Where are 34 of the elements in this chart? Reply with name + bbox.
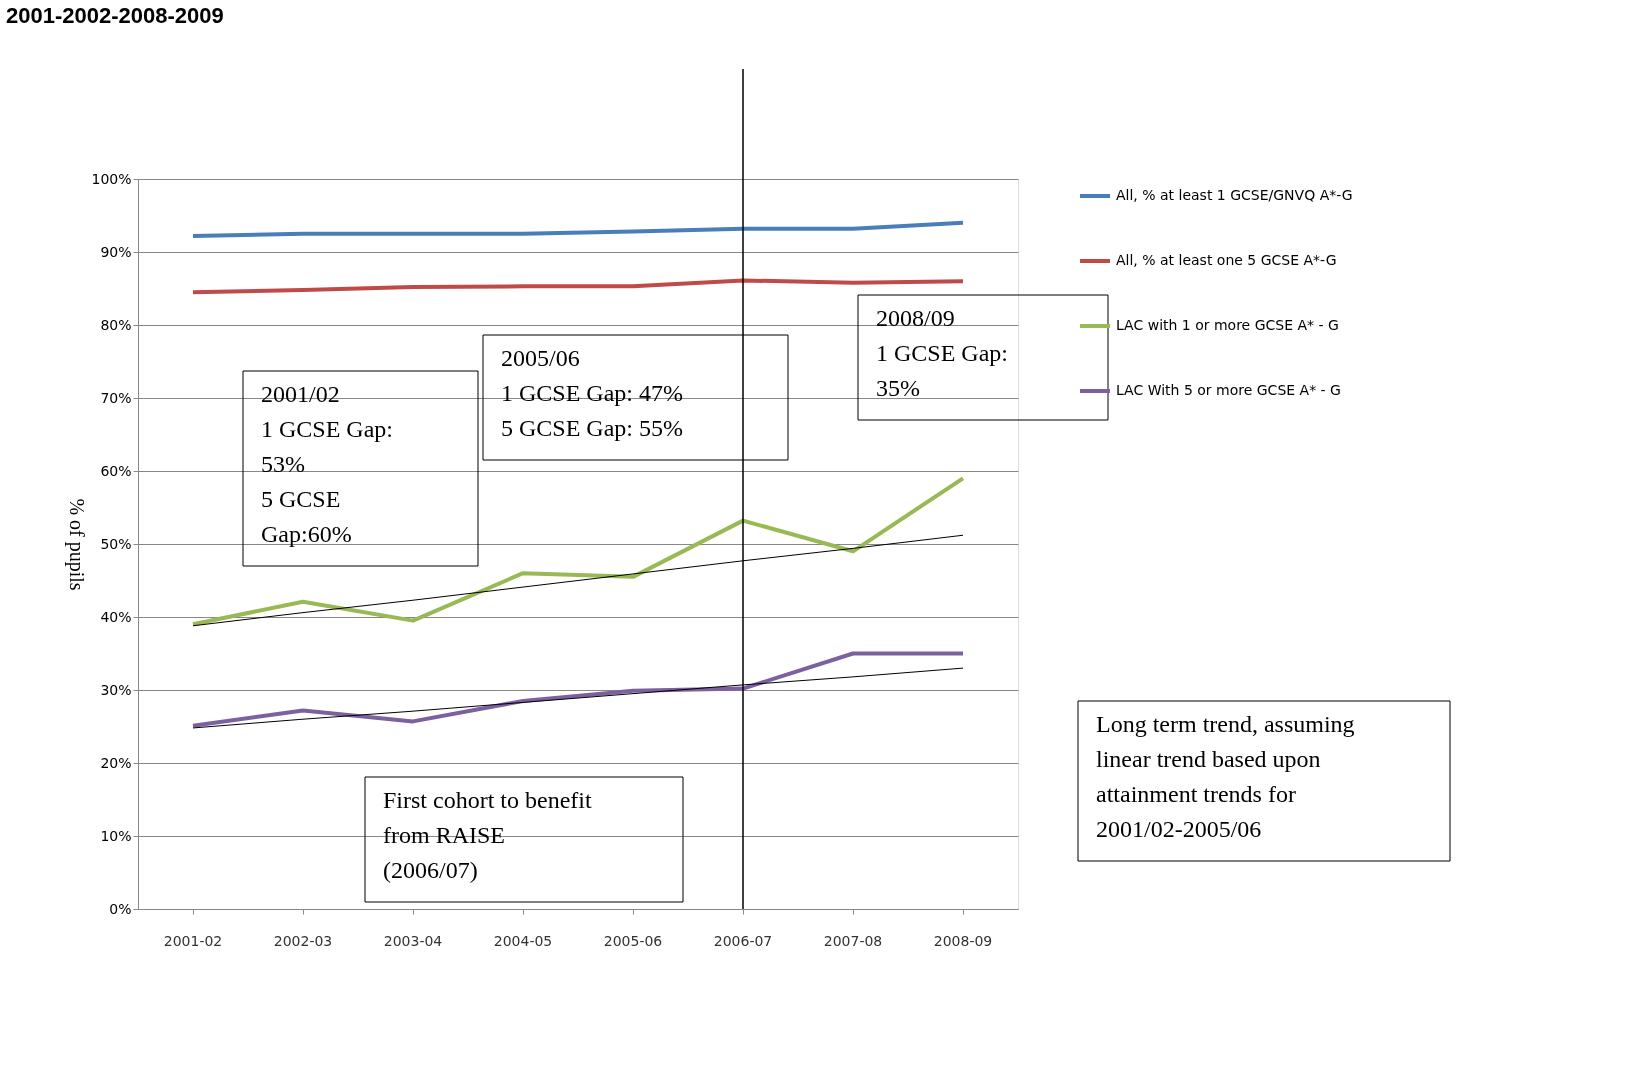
y-tick-label: 30% (100, 681, 132, 698)
y-tick-label: 50% (100, 535, 132, 552)
y-tick-label: 90% (100, 243, 132, 260)
annotation: 2008/09 1 GCSE Gap: 35% (876, 305, 1008, 401)
annotation: 2001/02 1 GCSE Gap: 53% 5 GCSE Gap:60% (261, 381, 393, 547)
y-tick-label: 40% (100, 608, 132, 625)
y-tick-label: 80% (100, 316, 132, 333)
x-tick-label: 2002-03 (273, 932, 333, 949)
annotation: First cohort to benefit from RAISE (2006/07) (383, 787, 592, 883)
y-tick-label: 20% (100, 754, 132, 771)
x-tick-label: 2006-07 (713, 932, 773, 949)
legend-label: LAC With 5 or more GCSE A* - G (1116, 382, 1341, 398)
x-tick-label: 2005-06 (603, 932, 663, 949)
y-tick-label: 100% (91, 170, 132, 187)
x-tick-label: 2007-08 (823, 932, 883, 949)
x-tick-label: 2008-09 (933, 932, 993, 949)
y-tick-label: 60% (100, 462, 132, 479)
y-tick-label: 0% (109, 900, 132, 917)
x-tick-label: 2001-02 (163, 932, 223, 949)
legend-label: All, % at least 1 GCSE/GNVQ A*-G (1116, 187, 1353, 203)
text: Long term trend, assuming linear trend based upon attainment trends for 2001/02-2005/06 (1096, 711, 1355, 842)
legend-label: All, % at least one 5 GCSE A*-G (1116, 252, 1337, 268)
line-series (191, 220, 965, 238)
x-tick-label: 2004-05 (493, 932, 553, 949)
y-tick-label: 70% (100, 389, 132, 406)
chart-title: 2001-2002-2008-2009 (5, 3, 224, 29)
line-series (191, 476, 965, 627)
annotation: 2005/06 1 GCSE Gap: 47% 5 GCSE Gap: 55% (501, 345, 683, 441)
line-series (191, 651, 965, 728)
y-tick-label: 10% (100, 827, 132, 844)
y-axis-title: % of pupils (65, 498, 89, 591)
x-tick-label: 2003-04 (383, 932, 443, 949)
line-series (191, 278, 965, 295)
legend-label: LAC with 1 or more GCSE A* - G (1116, 317, 1339, 333)
